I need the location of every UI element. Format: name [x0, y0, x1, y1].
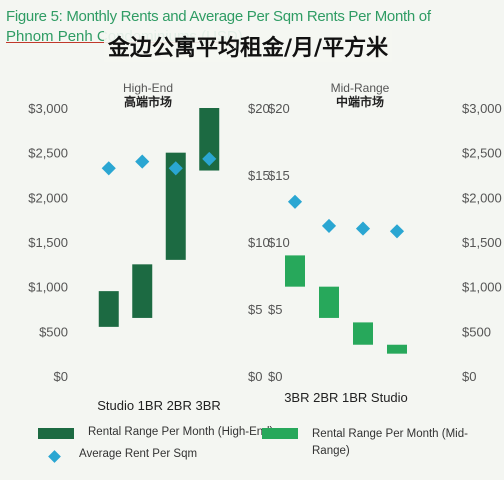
avg-rent-marker — [202, 151, 217, 166]
mid-range-swatch — [262, 428, 298, 439]
range-bar — [98, 291, 119, 327]
category-labels: Studio 1BR 2BR 3BR — [97, 398, 221, 413]
figure-title: Figure 5: Monthly Rents and Average Per … — [6, 8, 431, 25]
range-bar — [319, 286, 339, 318]
range-bar — [165, 152, 186, 260]
y-tick-right-label: $2,000 — [462, 190, 502, 205]
legend-mid-range-label: Rental Range Per Month (Mid-Range) — [312, 428, 468, 457]
panel-title: Mid-Range — [331, 81, 390, 95]
legend-item-average: Average Rent Per Sqm — [38, 448, 273, 470]
panel-subtitle: 高端市场 — [124, 94, 172, 109]
y-tick-right-label: $2,500 — [462, 146, 502, 161]
category-labels: 3BR 2BR 1BR Studio — [284, 390, 408, 405]
avg-rent-marker — [168, 161, 183, 176]
range-bar — [132, 264, 153, 318]
y-tick-right-label: $0 — [462, 369, 476, 384]
y-tick-right-label: $15 — [248, 168, 270, 183]
avg-rent-marker — [321, 218, 337, 233]
chart-panel-mid-range — [285, 194, 407, 354]
y-tick-left-label: $1,000 — [28, 280, 68, 295]
avg-rent-marker — [135, 154, 150, 169]
panel-subtitle: 中端市场 — [336, 94, 384, 109]
y-tick-right-label: $1,500 — [462, 235, 502, 250]
y-tick-left-label: $15 — [268, 168, 290, 183]
y-tick-right-label: $5 — [248, 302, 262, 317]
y-tick-right-label: $10 — [248, 235, 270, 250]
range-bar — [285, 255, 305, 287]
range-bar — [387, 344, 407, 354]
legend-avg-label: Average Rent Per Sqm — [79, 448, 198, 460]
y-tick-right-label: $20 — [248, 101, 270, 116]
legend-item-mid-range: Rental Range Per Month (Mid-Range) — [262, 426, 498, 460]
range-bar — [199, 108, 220, 171]
range-bar — [353, 322, 373, 345]
y-tick-left-label: $2,500 — [28, 146, 68, 161]
panel-title: High-End — [123, 81, 173, 95]
y-tick-right-label: $3,000 — [462, 101, 502, 116]
avg-rent-marker — [389, 224, 405, 239]
y-tick-left-label: $5 — [268, 302, 282, 317]
y-tick-left-label: $10 — [268, 235, 290, 250]
avg-rent-swatch-icon — [48, 450, 61, 463]
high-end-swatch — [38, 428, 74, 439]
y-tick-left-label: $1,500 — [28, 235, 68, 250]
y-tick-right-label: $1,000 — [462, 280, 502, 295]
y-tick-left-label: $500 — [39, 324, 68, 339]
legend-left: Rental Range Per Month (High-End) Averag… — [38, 426, 273, 470]
legend-right: Rental Range Per Month (Mid-Range) — [262, 426, 498, 460]
avg-rent-marker — [355, 221, 371, 236]
y-tick-left-label: $0 — [54, 369, 68, 384]
y-tick-left-label: $3,000 — [28, 101, 68, 116]
chinese-title: 金边公寓平均租金/月/平方米 — [104, 30, 393, 62]
y-tick-left-label: $0 — [268, 369, 282, 384]
avg-rent-marker — [101, 161, 116, 176]
y-tick-left-label: $2,000 — [28, 190, 68, 205]
y-tick-left-label: $20 — [268, 101, 290, 116]
avg-rent-marker — [287, 194, 303, 209]
legend-high-end-label: Rental Range Per Month (High-End) — [88, 426, 274, 438]
chart-panel-high-end — [98, 108, 220, 327]
y-tick-right-label: $0 — [248, 369, 262, 384]
legend-item-high-end: Rental Range Per Month (High-End) — [38, 426, 273, 448]
y-tick-right-label: $500 — [462, 324, 491, 339]
